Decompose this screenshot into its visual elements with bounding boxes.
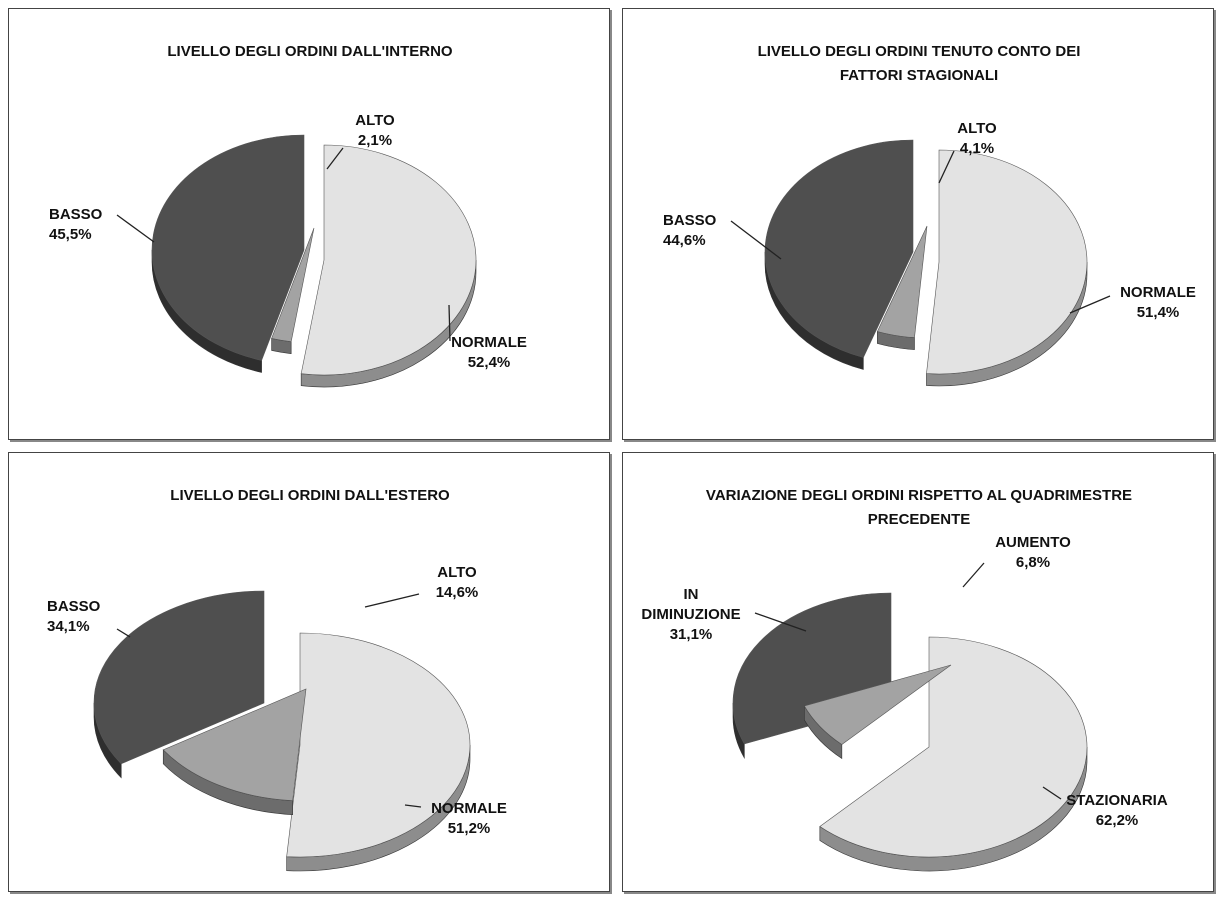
slice-value-label: 31,1% [670, 626, 713, 643]
slice-value-label: 62,2% [1096, 812, 1139, 829]
chart-title: VARIAZIONE DEGLI ORDINI RISPETTO AL QUAD… [706, 487, 1132, 504]
leader-line [448, 304, 451, 342]
slice-name-label: DIMINUZIONE [641, 606, 740, 623]
leader-line [116, 628, 131, 638]
leader-line [364, 593, 420, 608]
slice-name-label: BASSO [49, 206, 103, 223]
chart-panel-stagionali: LIVELLO DEGLI ORDINI TENUTO CONTO DEI FAT… [622, 8, 1214, 440]
slice-name-label: AUMENTO [995, 534, 1071, 551]
chart-title: LIVELLO DEGLI ORDINI TENUTO CONTO DEI [758, 43, 1081, 60]
pie-slice [271, 227, 315, 355]
pie-slice [876, 225, 928, 350]
chart-panel-variazione: VARIAZIONE DEGLI ORDINI RISPETTO AL QUAD… [622, 452, 1214, 892]
pie-slice [764, 139, 914, 370]
leader-line [404, 804, 422, 808]
slice-name-label: ALTO [355, 112, 395, 129]
slice-name-label: IN [684, 586, 699, 603]
slice-value-label: 4,1% [960, 140, 994, 157]
slice-value-label: 34,1% [47, 618, 90, 635]
leader-line [962, 562, 985, 588]
slice-name-label: BASSO [47, 598, 101, 615]
leader-line [754, 612, 807, 632]
chart-title: LIVELLO DEGLI ORDINI DALL'ESTERO [170, 487, 450, 504]
pie-slice [819, 636, 1088, 872]
pie-slice [803, 664, 952, 760]
slice-name-label: NORMALE [1120, 284, 1196, 301]
leader-line [1042, 786, 1062, 800]
pie-slice [732, 592, 892, 760]
slice-value-label: 44,6% [663, 232, 706, 249]
pie-slice [926, 149, 1088, 387]
slice-value-label: 51,2% [448, 820, 491, 837]
slice-name-label: ALTO [957, 120, 997, 137]
leader-line [938, 150, 955, 184]
slice-value-label: 14,6% [436, 584, 479, 601]
chart-panel-estero: LIVELLO DEGLI ORDINI DALL'ESTERO BASSO 34,… [8, 452, 610, 892]
pie-slice [93, 590, 265, 779]
chart-panel-interno: LIVELLO DEGLI ORDINI DALL'INTERNO BASSO 45… [8, 8, 610, 440]
pie-slice [286, 632, 471, 872]
leader-line [326, 147, 344, 170]
pie-slice [162, 688, 307, 815]
pie-chart-3: VARIAZIONE DEGLI ORDINI RISPETTO AL QUAD… [641, 487, 1168, 872]
leader-line [1069, 295, 1111, 314]
pie-chart-0: LIVELLO DEGLI ORDINI DALL'INTERNO BASSO 45… [49, 43, 527, 388]
slice-value-label: 52,4% [468, 354, 511, 371]
chart-title: FATTORI STAGIONALI [840, 67, 998, 84]
slice-value-label: 6,8% [1016, 554, 1050, 571]
slice-name-label: NORMALE [431, 800, 507, 817]
pie-slice [151, 134, 305, 373]
slice-name-label: NORMALE [451, 334, 527, 351]
pie-chart-2: LIVELLO DEGLI ORDINI DALL'ESTERO BASSO 34,… [47, 487, 507, 872]
slice-name-label: BASSO [663, 212, 717, 229]
slice-name-label: STAZIONARIA [1066, 792, 1168, 809]
slice-value-label: 51,4% [1137, 304, 1180, 321]
slice-value-label: 2,1% [358, 132, 392, 149]
pie-slice [300, 144, 477, 388]
leader-line [116, 214, 155, 243]
chart-title: LIVELLO DEGLI ORDINI DALL'INTERNO [167, 43, 453, 60]
slice-name-label: ALTO [437, 564, 477, 581]
slice-value-label: 45,5% [49, 226, 92, 243]
chart-title: PRECEDENTE [868, 511, 971, 528]
pie-chart-1: LIVELLO DEGLI ORDINI TENUTO CONTO DEI FAT… [663, 43, 1196, 387]
leader-line [730, 220, 782, 260]
